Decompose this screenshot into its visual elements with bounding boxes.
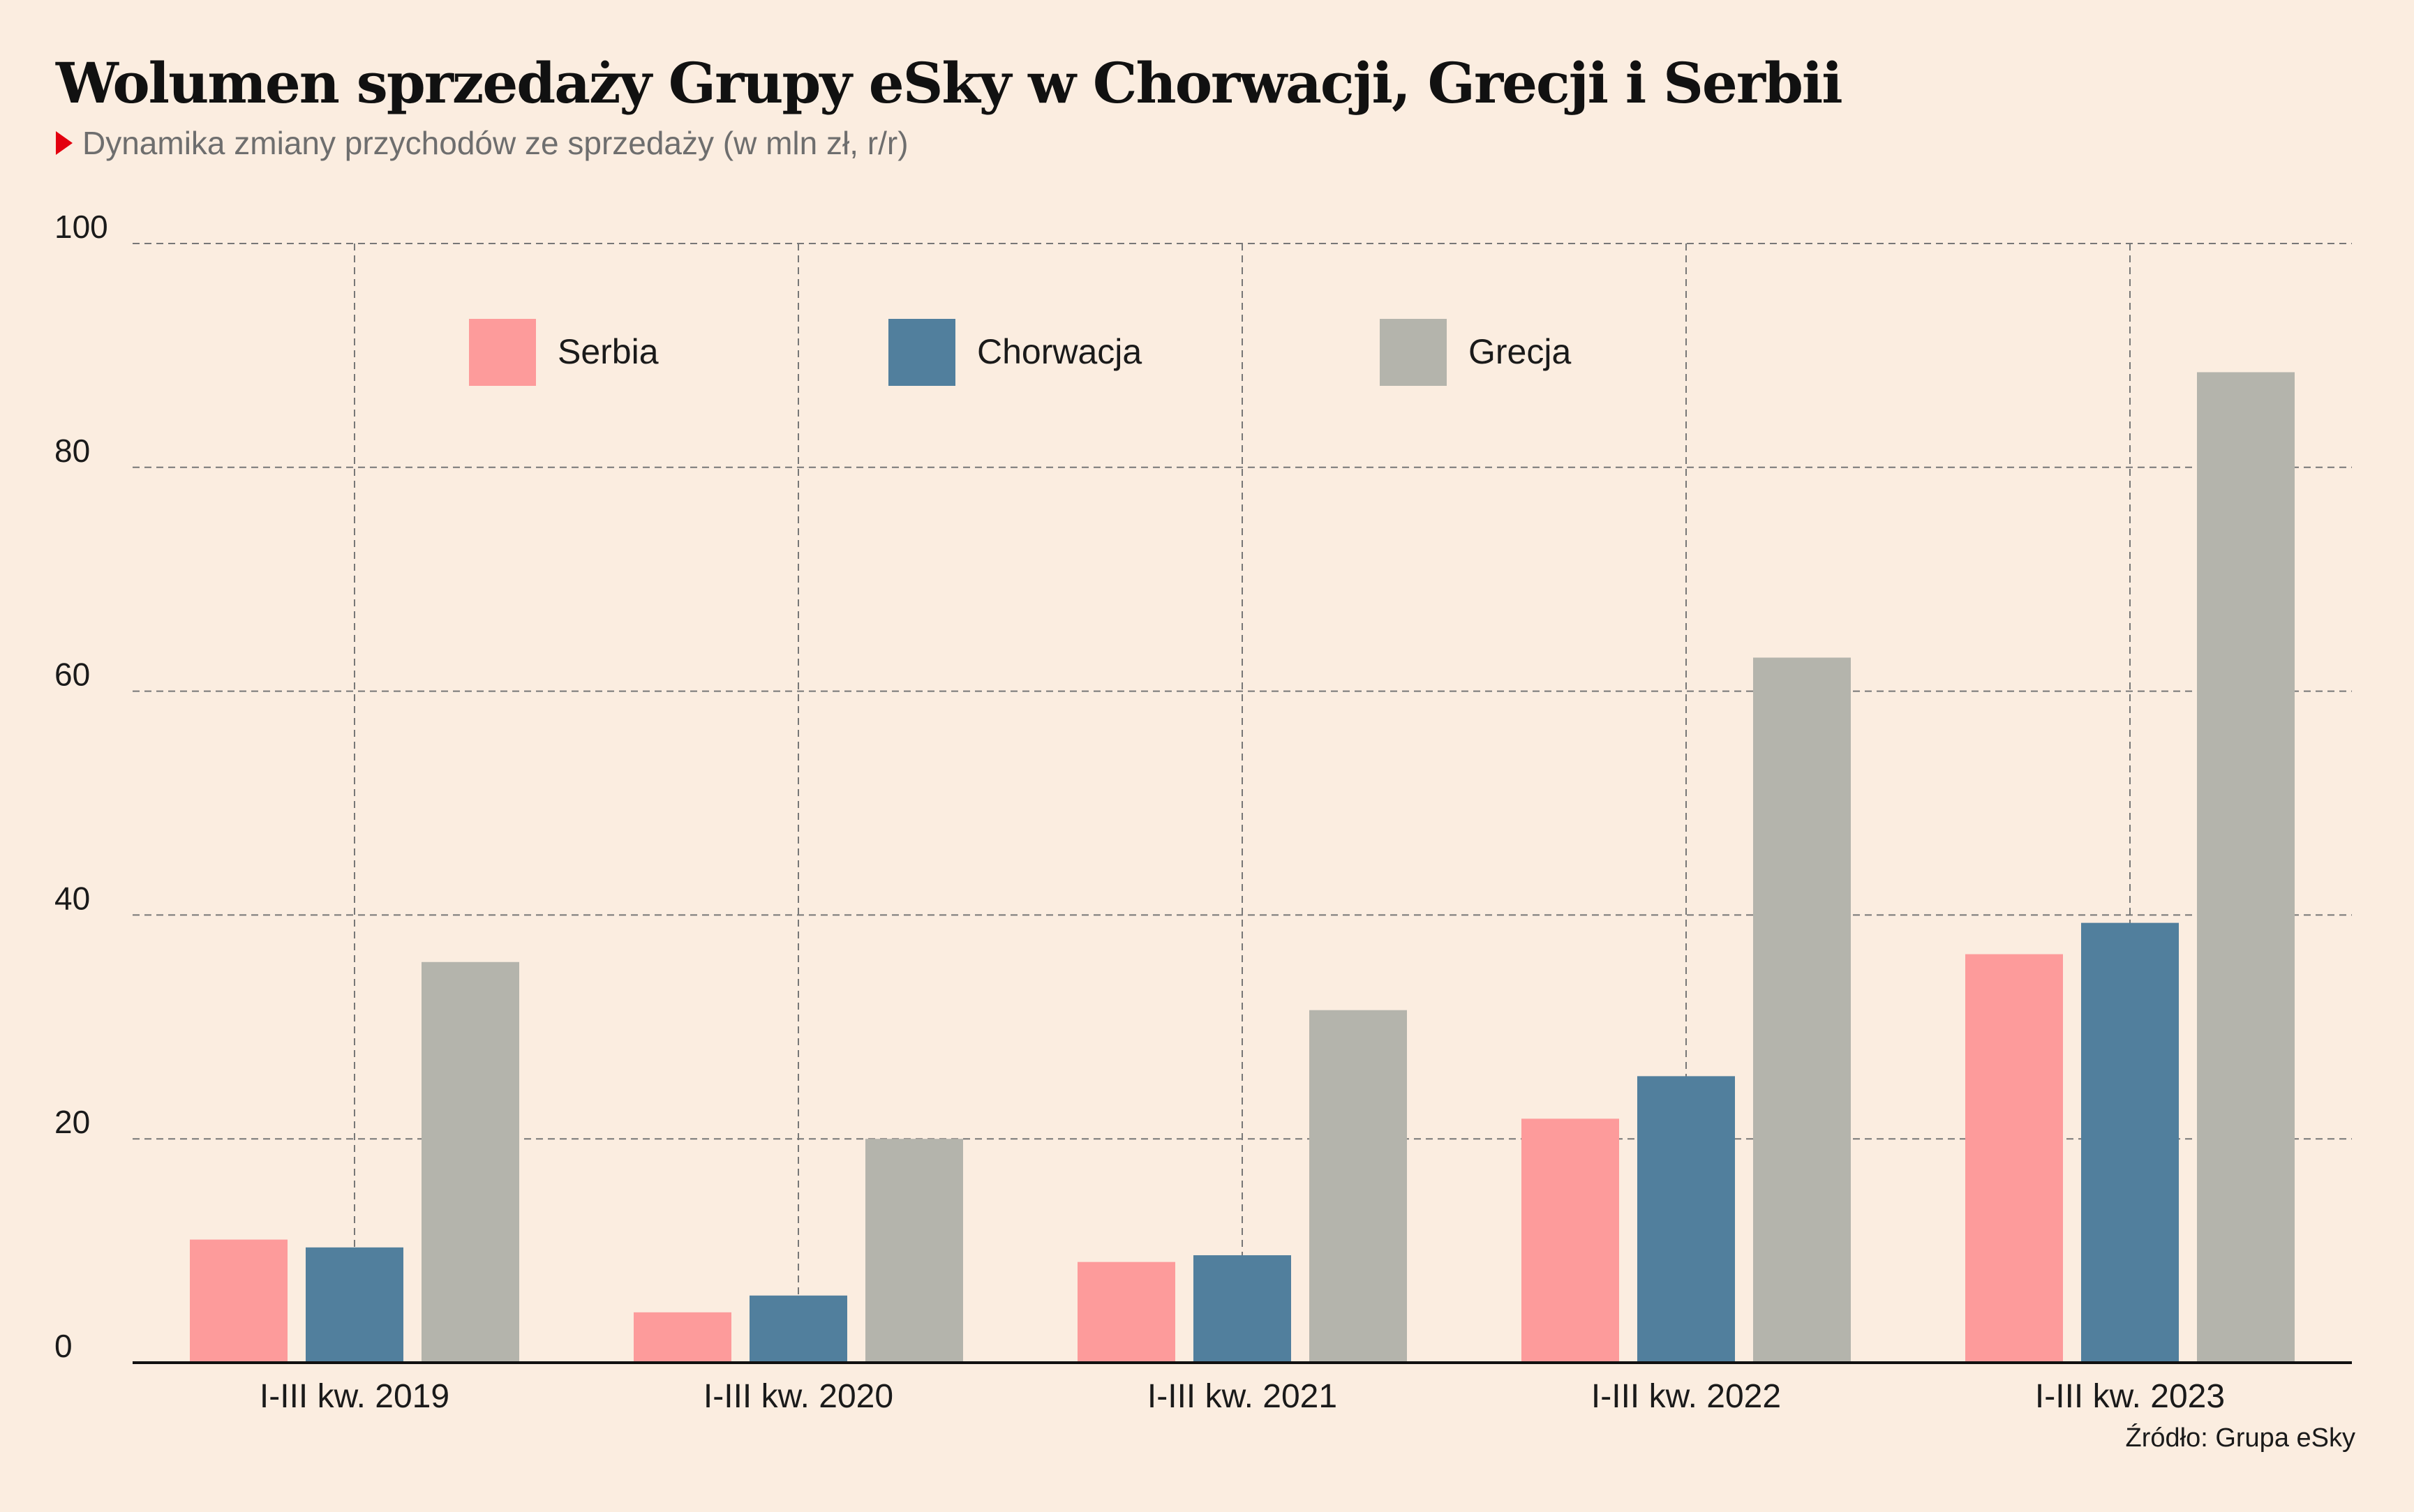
legend-swatch-serbia [469, 319, 536, 386]
bar-chorwacja-5 [2081, 922, 2179, 1363]
bar-grecja-1 [422, 961, 519, 1363]
bar-grecja-5 [2197, 372, 2295, 1363]
subtitle-text: Dynamika zmiany przychodów ze sprzedaży … [82, 125, 909, 161]
chart-subtitle: Dynamika zmiany przychodów ze sprzedaży … [56, 124, 909, 162]
y-tick-label: 20 [54, 1104, 90, 1140]
bar-serbia-3 [1078, 1262, 1175, 1363]
legend-swatch-grecja [1380, 319, 1447, 386]
legend-label-grecja: Grecja [1468, 332, 1571, 371]
bar-chorwacja-2 [750, 1295, 847, 1363]
legend-swatch-chorwacja [888, 319, 955, 386]
y-tick-label: 100 [54, 209, 108, 245]
bar-grecja-4 [1753, 657, 1851, 1363]
x-tick-label: I-III kw. 2020 [703, 1378, 893, 1415]
bar-serbia-4 [1521, 1118, 1619, 1363]
x-tick-label: I-III kw. 2023 [2035, 1378, 2225, 1415]
source-note: Źródło: Grupa eSky [2125, 1423, 2355, 1453]
bar-chorwacja-3 [1193, 1255, 1291, 1363]
bar-chorwacja-1 [306, 1247, 403, 1363]
bar-serbia-1 [190, 1239, 288, 1363]
x-tick-label: I-III kw. 2019 [260, 1378, 449, 1415]
bar-serbia-5 [1965, 954, 2063, 1363]
x-tick-label: I-III kw. 2022 [1591, 1378, 1781, 1415]
y-tick-label: 40 [54, 880, 90, 916]
y-tick-label: 60 [54, 657, 90, 693]
y-tick-label: 80 [54, 433, 90, 469]
x-tick-label: I-III kw. 2021 [1147, 1378, 1337, 1415]
bar-serbia-2 [634, 1312, 731, 1363]
bar-grecja-3 [1309, 1010, 1407, 1363]
bar-grecja-2 [865, 1139, 963, 1363]
legend-label-serbia: Serbia [558, 332, 659, 371]
y-tick-label: 0 [54, 1328, 73, 1364]
legend-label-chorwacja: Chorwacja [977, 332, 1142, 371]
bar-chorwacja-4 [1637, 1076, 1735, 1363]
triangle-marker-icon [56, 131, 73, 155]
chart-title: Wolumen sprzedaży Grupy eSky w Chorwacji… [56, 50, 1843, 116]
